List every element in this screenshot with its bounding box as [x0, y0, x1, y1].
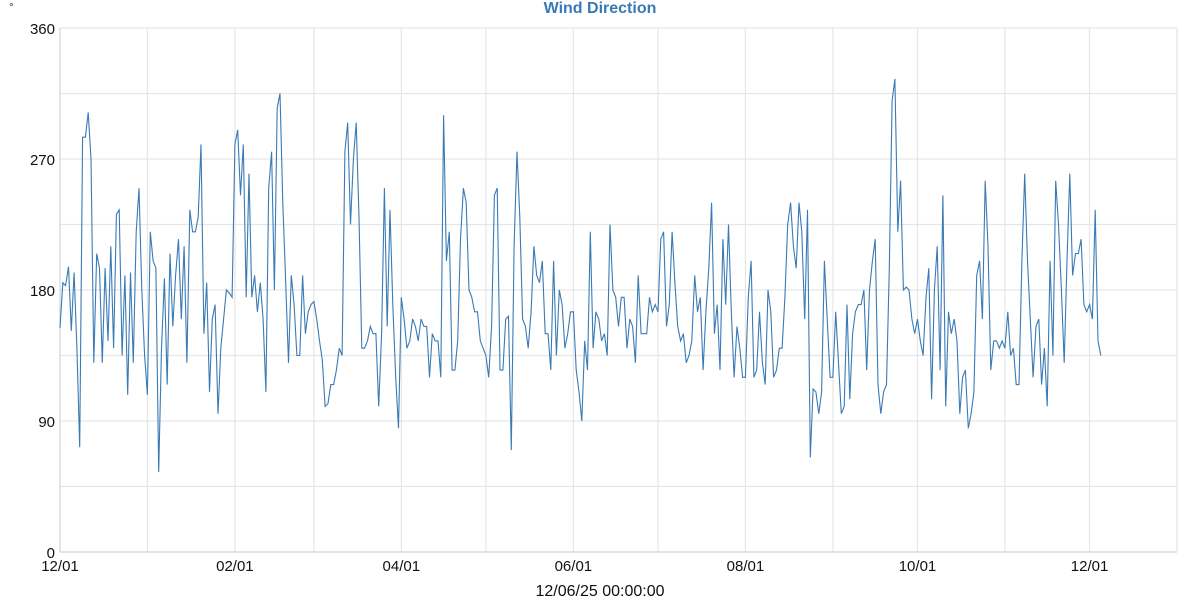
x-tick-label: 02/01	[216, 558, 254, 575]
y-axis-unit-label: °	[9, 0, 14, 14]
y-tick-label: 270	[30, 152, 55, 169]
y-tick-label: 0	[47, 545, 55, 562]
x-tick-label: 12/01	[1071, 558, 1109, 575]
x-tick-label: 08/01	[727, 558, 765, 575]
chart-title: Wind Direction	[543, 0, 657, 17]
grid	[59, 27, 1178, 553]
y-tick-label: 360	[30, 21, 55, 38]
x-tick-label: 04/01	[383, 558, 421, 575]
x-axis-ticks: 12/01 02/01 04/01 06/01 08/01 10/01 12/01	[41, 558, 1108, 575]
y-axis-ticks: 0 90 180 270 360	[30, 21, 55, 562]
x-tick-label: 12/01	[41, 558, 79, 575]
series-line	[59, 78, 1102, 472]
y-tick-label: 90	[38, 414, 55, 431]
y-tick-label: 180	[30, 283, 55, 300]
x-axis-timestamp-label: 12/06/25 00:00:00	[535, 583, 665, 600]
x-tick-label: 06/01	[555, 558, 593, 575]
x-tick-label: 10/01	[899, 558, 937, 575]
